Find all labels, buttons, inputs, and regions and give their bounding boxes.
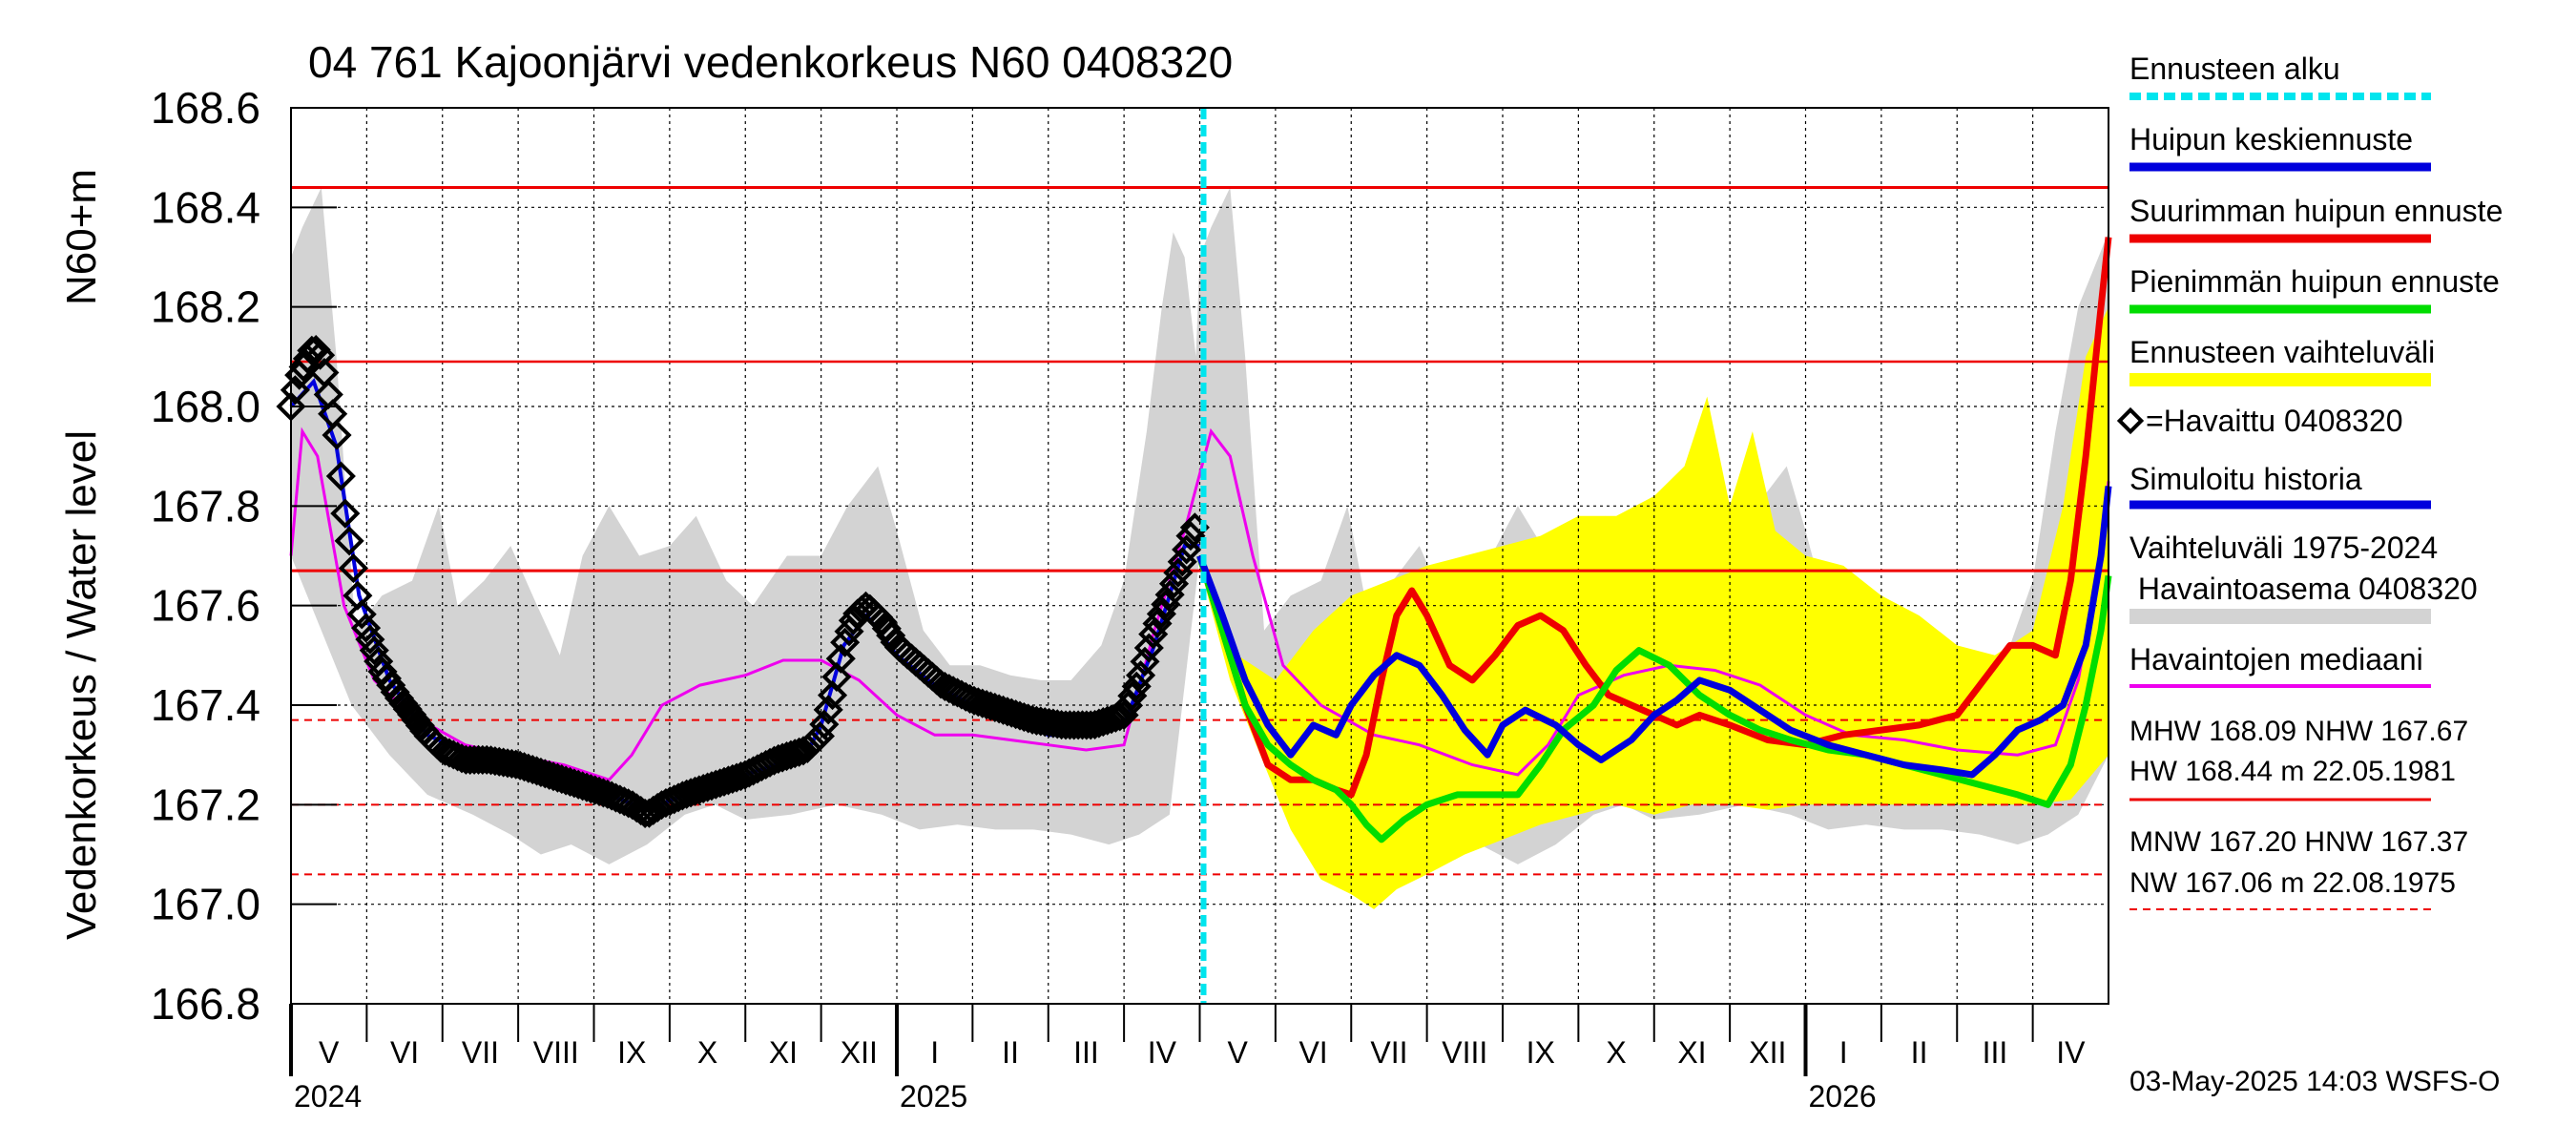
- legend-stats-line-2: HW 168.44 m 22.05.1981: [2129, 756, 2456, 787]
- y-tick-label: 168.2: [151, 282, 260, 332]
- month-label: XI: [769, 1035, 798, 1070]
- legend-stats-line-1: MHW 168.09 NHW 167.67: [2129, 716, 2468, 747]
- observed-markers: [276, 334, 1210, 829]
- month-label: VII: [1370, 1035, 1407, 1070]
- observed-point: [1163, 557, 1194, 588]
- legend-simulated-label: Simuloitu historia: [2129, 462, 2362, 496]
- month-label: IV: [2056, 1035, 2086, 1070]
- month-label: II: [1002, 1035, 1019, 1070]
- observed-point: [318, 399, 348, 429]
- legend-forecast-range-label: Ennusteen vaihteluväli: [2129, 335, 2435, 369]
- observed-point: [313, 379, 343, 410]
- month-label: I: [1839, 1035, 1848, 1070]
- month-label: III: [1073, 1035, 1099, 1070]
- month-label: V: [1228, 1035, 1249, 1070]
- month-label: IX: [1527, 1035, 1555, 1070]
- max-peak-forecast-line: [1196, 237, 2112, 799]
- month-label: V: [319, 1035, 340, 1070]
- y-tick-label: 168.4: [151, 182, 260, 232]
- reference-lines: [291, 185, 2109, 876]
- grid: [291, 107, 2109, 1005]
- month-label: XII: [841, 1035, 878, 1070]
- year-label: 2026: [1809, 1079, 1877, 1114]
- observed-point: [1121, 671, 1152, 701]
- y-tick-label: 168.0: [151, 382, 260, 431]
- observed-point: [334, 526, 364, 556]
- y-tick-label: 167.4: [151, 680, 260, 730]
- month-label: X: [697, 1035, 717, 1070]
- legend-stats-line-4: NW 167.06 m 22.08.1975: [2129, 867, 2456, 899]
- observed-point: [330, 498, 361, 529]
- legend-range-station-label: Havaintoasema 0408320: [2129, 572, 2478, 606]
- mean-peak-forecast-line: [1196, 486, 2112, 779]
- observed-point: [309, 357, 340, 388]
- month-label: IX: [617, 1035, 646, 1070]
- chart-title: 04 761 Kajoonjärvi vedenkorkeus N60 0408…: [308, 37, 1233, 87]
- month-label: VIII: [533, 1035, 579, 1070]
- legend-forecast-start-label: Ennusteen alku: [2129, 52, 2340, 86]
- month-label: I: [930, 1035, 939, 1070]
- y-tick-label: 167.2: [151, 780, 260, 829]
- observed-point: [338, 552, 369, 584]
- month-label: II: [1911, 1035, 1928, 1070]
- observed-point: [830, 627, 861, 657]
- year-label: 2024: [294, 1079, 362, 1114]
- legend-stats-line-3: MNW 167.20 HNW 167.37: [2129, 826, 2468, 858]
- observed-point: [355, 624, 385, 655]
- observed-point: [1154, 579, 1185, 610]
- y-tick-label: 167.6: [151, 581, 260, 631]
- y-tick-label: 166.8: [151, 979, 260, 1029]
- legend-mean-peak-label: Huipun keskiennuste: [2129, 122, 2413, 156]
- y-tick-label: 168.6: [151, 83, 260, 133]
- month-label: III: [1983, 1035, 2008, 1070]
- observed-point: [1158, 569, 1190, 599]
- y-tick-label: 167.0: [151, 880, 260, 929]
- legend-median-label: Havaintojen mediaani: [2129, 642, 2423, 677]
- observed-point: [359, 635, 389, 666]
- month-label: XII: [1749, 1035, 1786, 1070]
- month-label: VIII: [1442, 1035, 1487, 1070]
- month-label: VI: [390, 1035, 419, 1070]
- y-tick-labels: 168.6 168.4 168.2 168.0 167.8 167.6 167.4 167.2…: [151, 83, 260, 1029]
- observed-point: [1105, 701, 1135, 732]
- legend-min-peak-label: Pienimmän huipun ennuste: [2129, 264, 2500, 299]
- observed-point: [804, 720, 835, 752]
- year-label: 2025: [900, 1079, 967, 1114]
- month-label: VI: [1298, 1035, 1327, 1070]
- axis-ticks: [289, 107, 2034, 1076]
- legend-observed-marker: [2116, 406, 2145, 435]
- min-peak-forecast-line: [1196, 554, 2112, 843]
- month-label: IV: [1148, 1035, 1177, 1070]
- month-label: VII: [462, 1035, 499, 1070]
- legend-max-peak-label: Suurimman huipun ennuste: [2129, 194, 2503, 228]
- y-tick-label: 167.8: [151, 481, 260, 531]
- legend-range-title-label: Vaihteluväli 1975-2024: [2129, 531, 2438, 565]
- year-labels: 2024 2025 2026: [294, 1079, 1877, 1114]
- y-axis-unit-label: N60+m: [58, 169, 105, 305]
- month-labels: V VI VII VIII IX X XI XII I II III IV V VI VII VIII IX X X…: [319, 1035, 2086, 1070]
- observed-point: [1167, 547, 1197, 577]
- month-label: XI: [1677, 1035, 1706, 1070]
- timestamp: 03-May-2025 14:03 WSFS-O: [2129, 1066, 2501, 1097]
- legend: Ennusteen alku Huipun keskiennuste Suuri…: [2116, 52, 2503, 910]
- observed-point: [322, 420, 352, 450]
- legend-observed-label: =Havaittu 0408320: [2146, 404, 2403, 438]
- y-axis-label: Vedenkorkeus / Water level: [58, 430, 105, 940]
- month-label: X: [1606, 1035, 1626, 1070]
- observed-point: [325, 461, 356, 491]
- observed-point: [351, 613, 382, 643]
